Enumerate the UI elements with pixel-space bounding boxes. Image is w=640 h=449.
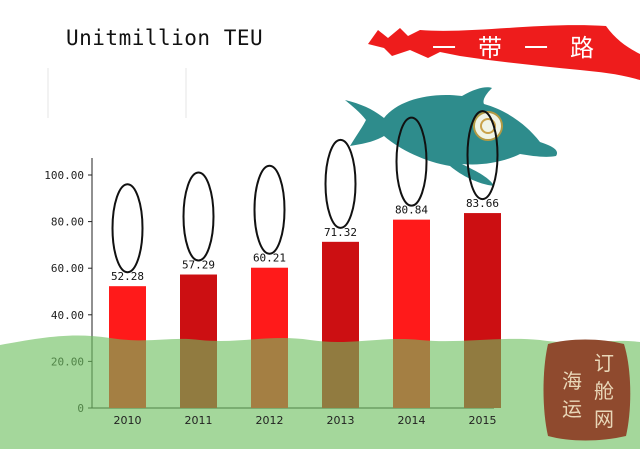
decorative-ellipse (182, 171, 215, 262)
banner-char: 路 (570, 34, 594, 62)
x-tick-label: 2012 (256, 414, 284, 427)
decorative-ellipse (111, 183, 144, 274)
y-tick-label: 60.00 (51, 262, 84, 275)
x-tick-label: 2014 (398, 414, 426, 427)
decorative-ellipse (466, 110, 499, 201)
x-tick-label: 2013 (327, 414, 355, 427)
chart-title: Unitmillion TEU (66, 26, 264, 50)
data-label: 57.29 (182, 259, 215, 272)
decorative-ellipse (395, 116, 428, 207)
data-label: 60.21 (253, 252, 286, 265)
dolphin-illustration (345, 87, 558, 186)
sea-waves (0, 335, 640, 449)
seal-stamp: 订 舱 网 海 运 (543, 339, 631, 441)
data-label: 71.32 (324, 226, 357, 239)
banner-char: 带 (478, 34, 502, 62)
seal-char: 运 (562, 397, 582, 421)
seal-char: 海 (562, 369, 582, 393)
data-label: 52.28 (111, 270, 144, 283)
seal-shape (543, 339, 631, 441)
dolphin-emblem (473, 111, 503, 141)
x-tick-label: 2010 (114, 414, 142, 427)
dolphin-body (345, 87, 558, 186)
x-tick-label: 2015 (469, 414, 497, 427)
y-tick-label: 100.00 (44, 169, 84, 182)
banner-char: 一 (524, 34, 548, 62)
y-tick-label: 80.00 (51, 216, 84, 229)
banner-shape (368, 25, 640, 81)
decorative-ellipse (253, 164, 286, 255)
seal-char: 订 (594, 351, 614, 375)
y-tick-label: 40.00 (51, 309, 84, 322)
seal-char: 网 (594, 407, 614, 431)
dolphin-emblem-ring (480, 118, 496, 134)
banner-char: 一 (432, 34, 456, 62)
x-tick-label: 2011 (185, 414, 213, 427)
data-label: 83.66 (466, 197, 499, 210)
data-label: 80.84 (395, 204, 428, 217)
seal-char: 舱 (594, 379, 614, 403)
banner-flag: 一 带 一 路 (368, 25, 640, 81)
decorative-ellipse (324, 138, 357, 229)
